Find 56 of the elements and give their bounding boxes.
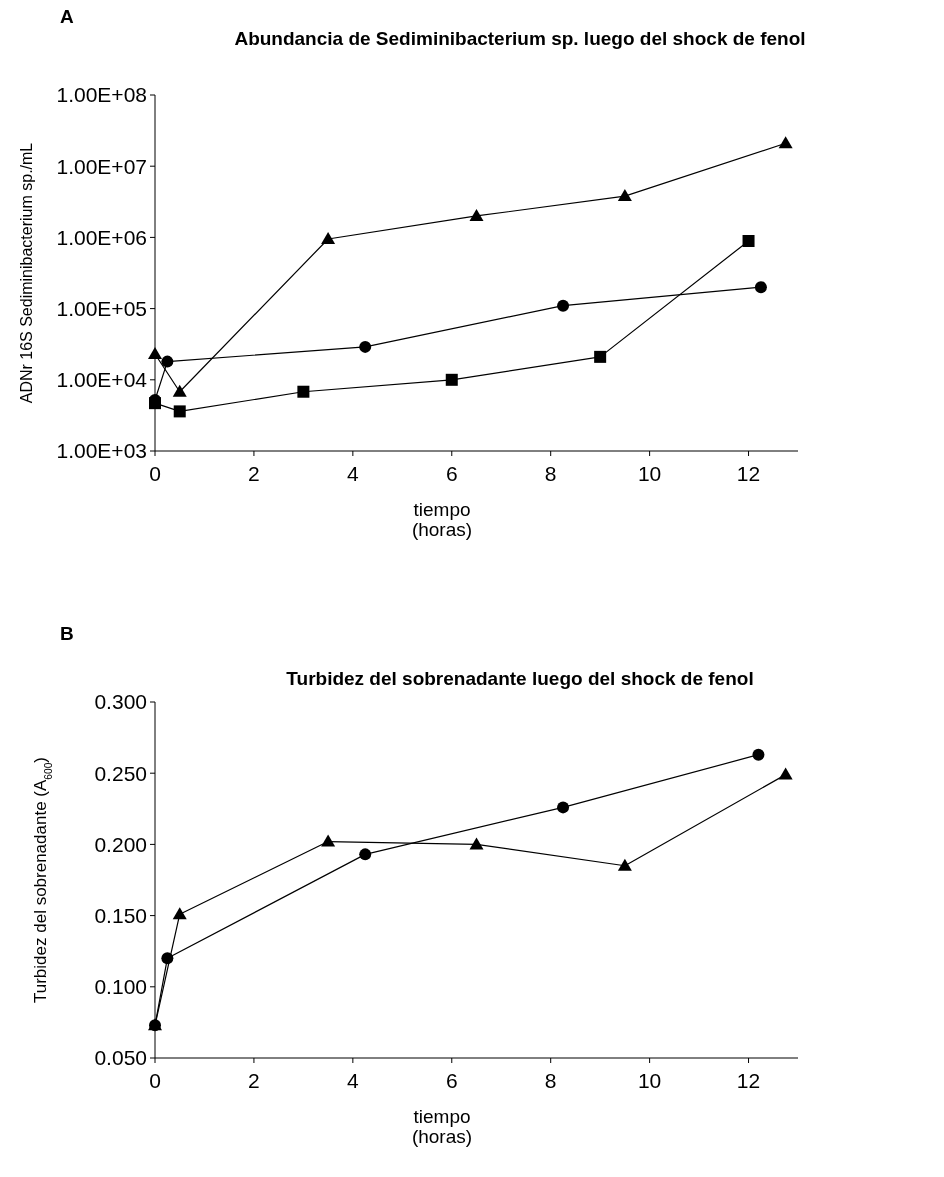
point — [617, 858, 632, 871]
point — [742, 235, 755, 247]
x-tick-label: 6 — [445, 462, 458, 485]
chart-title: Turbidez del sobrenadante luego del shock de fenol — [286, 668, 754, 689]
y-tick-label: 0.050 — [94, 1046, 147, 1070]
x-tick-label: 4 — [347, 462, 359, 485]
point — [754, 281, 767, 294]
point — [321, 834, 336, 847]
point — [617, 189, 632, 202]
x-tick-label: 8 — [544, 1069, 557, 1092]
point — [752, 748, 765, 761]
x-tick-label: 12 — [736, 462, 761, 485]
x-axis-title: tiempo (horas) — [411, 499, 473, 540]
y-axis-title: ADNr 16S Sediminibacterium sp./mL — [18, 142, 35, 404]
y-tick-label: 1.00E+04 — [56, 368, 148, 392]
x-tick-label: 6 — [445, 1069, 458, 1092]
text: B — [60, 623, 74, 644]
point — [148, 347, 162, 360]
x-tick-label: 4 — [347, 1069, 359, 1092]
point — [321, 231, 336, 244]
point — [594, 350, 607, 363]
point — [557, 801, 570, 814]
y-tick-label: 0.300 — [94, 690, 147, 714]
point — [172, 907, 187, 920]
y-tick-label: 1.00E+07 — [56, 154, 147, 178]
x-tick-label: 8 — [544, 462, 557, 485]
point — [161, 355, 174, 368]
x-tick-label: 10 — [637, 1069, 662, 1092]
y-tick-label: 1.00E+03 — [56, 439, 147, 463]
point — [778, 767, 793, 780]
x-tick-label: 2 — [248, 1069, 260, 1092]
x-tick-label: 0 — [149, 462, 161, 485]
x-tick-label: 2 — [248, 462, 260, 485]
y-tick-label: 1.00E+08 — [56, 83, 147, 107]
point — [469, 837, 484, 850]
chart-title: Abundancia de Sediminibacterium sp. luego del shock de fenol — [234, 28, 806, 49]
point — [469, 208, 484, 221]
text: A — [60, 6, 74, 27]
point — [173, 405, 186, 418]
point — [172, 384, 187, 397]
point — [297, 385, 310, 398]
x-tick-label: 0 — [149, 1069, 161, 1092]
point — [359, 848, 372, 861]
y-tick-label: 0.100 — [94, 975, 147, 999]
y-tick-label: 0.250 — [94, 761, 147, 785]
y-tick-label: 0.150 — [94, 903, 147, 927]
y-tick-label: 1.00E+05 — [56, 296, 147, 320]
point — [778, 136, 793, 149]
x-tick-label: 10 — [637, 462, 662, 485]
x-axis-title: tiempo (horas) — [411, 1106, 473, 1147]
point — [359, 340, 372, 353]
point — [445, 373, 458, 386]
y-tick-label: 0.200 — [94, 832, 147, 856]
x-tick-label: 12 — [736, 1069, 761, 1092]
y-tick-label: 1.00E+06 — [56, 225, 147, 249]
point — [557, 299, 570, 312]
